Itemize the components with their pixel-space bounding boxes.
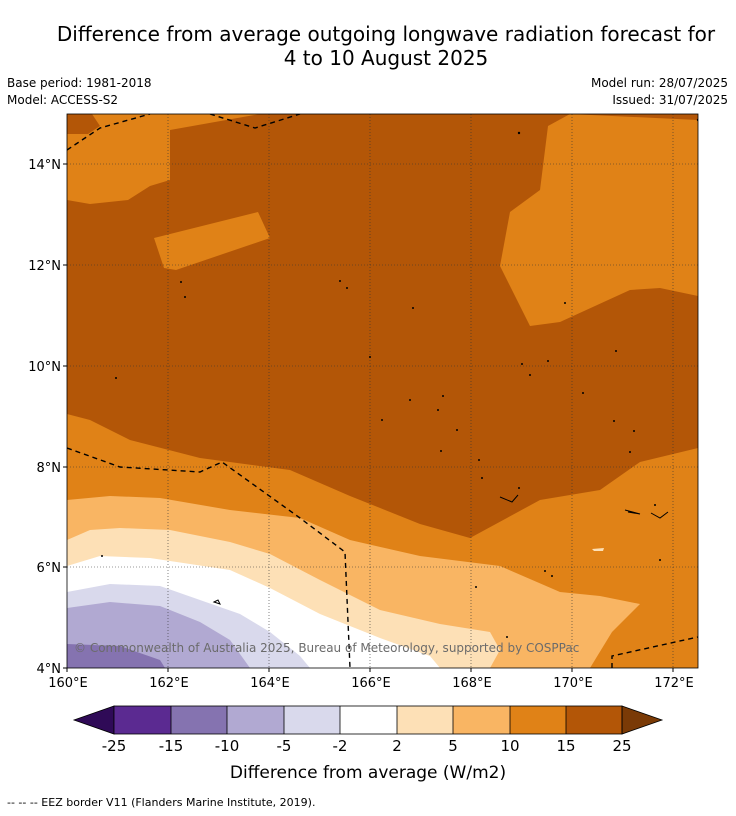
lat-label: 10°N (28, 360, 61, 375)
band-15-25-corner (67, 114, 100, 134)
lon-label: 172°E (654, 676, 694, 691)
colorbar-tick: 2 (392, 737, 402, 755)
colorbar-swatch (227, 706, 284, 734)
colorbar-swatch (171, 706, 227, 734)
colorbar-swatch (114, 706, 171, 734)
eez-legend: -- -- -- EEZ border V11 (Flanders Marine… (7, 796, 316, 809)
band-10-15-patch (154, 212, 270, 270)
lon-label: 160°E (48, 676, 88, 691)
meta-right: Model run: 28/07/2025 Issued: 31/07/2025 (591, 75, 728, 109)
band-10-15-top-sliver (170, 114, 260, 130)
colorbar: -25 -15 -10 -5 -2 2 5 10 15 25 Differenc… (72, 705, 664, 783)
lat-label: 8°N (37, 461, 62, 476)
colorbar-tick: -15 (159, 737, 184, 755)
base-period: Base period: 1981-2018 (7, 76, 152, 90)
lat-labels: 4°N 6°N 8°N 10°N 12°N 14°N (28, 158, 61, 677)
model-name: Model: ACCESS-S2 (7, 93, 119, 107)
issued-date: Issued: 31/07/2025 (612, 93, 728, 107)
atoll-outlines (212, 494, 669, 605)
lon-label: 170°E (553, 676, 593, 691)
colorbar-tick: -25 (102, 737, 127, 755)
lat-label: 14°N (28, 158, 61, 173)
band-10-15-top-right (260, 114, 698, 326)
band-10-15-top-left (67, 114, 170, 204)
lon-label: 166°E (351, 676, 391, 691)
colorbar-swatch (566, 706, 622, 734)
copyright-notice: © Commonwealth of Australia 2025, Bureau… (74, 641, 580, 655)
title-line-1: Difference from average outgoing longwav… (56, 22, 716, 46)
model-run: Model run: 28/07/2025 (590, 76, 728, 90)
colorbar-tick: -2 (333, 737, 348, 755)
lon-label: 164°E (250, 676, 290, 691)
colorbar-tick: 15 (556, 737, 575, 755)
colorbar-swatch (397, 706, 453, 734)
eez-borders (67, 114, 698, 668)
title-line-2: 4 to 10 August 2025 (283, 46, 489, 70)
lat-label: 12°N (28, 259, 61, 274)
band-minus15-minus10 (67, 644, 165, 668)
colorbar-swatch (284, 706, 340, 734)
lat-label: 6°N (37, 561, 62, 576)
colorbar-over-arrow (621, 705, 664, 735)
gridlines (67, 114, 698, 668)
colorbar-tick: -10 (215, 737, 240, 755)
anomaly-map (67, 114, 698, 668)
colorbar-tick: 5 (448, 737, 458, 755)
lat-label: 4°N (37, 662, 62, 677)
map-title: Difference from average outgoing longwav… (0, 22, 736, 70)
colorbar-swatch (340, 706, 397, 734)
islands (101, 118, 698, 638)
colorbar-swatch (510, 706, 566, 734)
lon-label: 168°E (452, 676, 492, 691)
map-frame (66, 113, 699, 669)
colorbar-tick: 10 (500, 737, 519, 755)
small-patch (592, 548, 604, 551)
colorbar-tick: -5 (277, 737, 292, 755)
lon-labels: 160°E 162°E 164°E 166°E 168°E 170°E 172°… (48, 676, 694, 691)
colorbar-tick: 25 (612, 737, 631, 755)
axis-ticks (63, 163, 674, 672)
meta-left: Base period: 1981-2018 Model: ACCESS-S2 (7, 75, 152, 109)
colorbar-under-arrow (72, 705, 115, 735)
lon-label: 162°E (149, 676, 189, 691)
colorbar-label: Difference from average (W/m2) (230, 763, 506, 783)
colorbar-swatch (453, 706, 510, 734)
